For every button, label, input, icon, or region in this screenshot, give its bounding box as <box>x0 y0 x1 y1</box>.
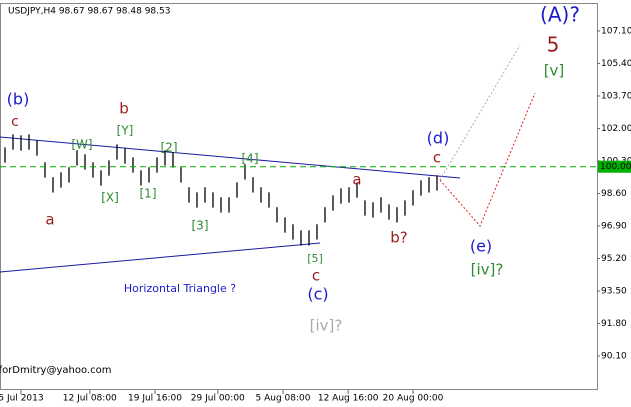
y-tick-label: 98.60 <box>601 189 627 199</box>
wave-label: (A)? <box>540 3 580 27</box>
wave-label: b? <box>390 229 407 247</box>
wave-label: [W] <box>71 138 92 152</box>
wave-label: [X] <box>101 191 119 205</box>
wave-label: (c) <box>307 285 328 304</box>
plot-frame <box>0 3 598 390</box>
wave-label: 5 <box>547 33 560 57</box>
y-tick-label: 102.00 <box>601 124 631 134</box>
y-tick-label: 93.50 <box>601 286 627 296</box>
y-tick-label: 103.70 <box>601 91 631 101</box>
wave-label: [v] <box>544 62 565 80</box>
wave-label: a <box>45 211 54 229</box>
price-label: 100.00 <box>600 162 631 172</box>
y-tick-label: 96.90 <box>601 221 627 231</box>
wave-label: forDmitry@yahoo.com <box>0 365 111 376</box>
wave-label: [iv]? <box>310 317 343 335</box>
wave-label: (d) <box>427 129 450 148</box>
upper-trendline <box>0 136 461 179</box>
x-tick-label: 20 Aug 00:00 <box>383 394 444 404</box>
y-tick-label: 107.10 <box>601 26 631 36</box>
wave-label: [1] <box>140 187 157 201</box>
y-tick-label: 105.40 <box>601 59 631 69</box>
wave-label: [3] <box>192 219 209 233</box>
x-tick-label: 5 Aug 08:00 <box>256 394 311 404</box>
wave-label: c <box>433 149 441 167</box>
x-tick-label: 12 Jul 08:00 <box>63 394 117 404</box>
wave-label: [iv]? <box>471 261 504 279</box>
x-tick-label: 29 Jul 00:00 <box>191 394 245 404</box>
wave-label: [5] <box>307 252 323 265</box>
wave-label: [2] <box>161 141 178 155</box>
y-tick-label: 91.80 <box>601 319 627 329</box>
wave-label: b <box>119 100 129 118</box>
wave-label: (b) <box>7 90 30 109</box>
price-label-box <box>598 160 631 173</box>
wave-label: Horizontal Triangle ? <box>124 282 236 295</box>
wave-label: [4] <box>242 152 259 166</box>
x-tick-label: 12 Aug 16:00 <box>318 394 379 404</box>
x-tick-label: 5 Jul 2013 <box>0 394 44 404</box>
wave-label: c <box>11 114 19 130</box>
y-tick-label: 90.10 <box>601 351 627 361</box>
wave-label: (e) <box>470 237 492 256</box>
x-tick-label: 19 Jul 16:00 <box>128 394 182 404</box>
wave-label: [Y] <box>117 124 134 138</box>
chart-title: USDJPY,H4 98.67 98.67 98.48 98.53 <box>8 7 170 17</box>
y-tick-label: 95.20 <box>601 254 627 264</box>
wave-label: c <box>312 267 320 285</box>
wave-label: a <box>352 171 361 189</box>
projection-line <box>439 92 536 227</box>
lower-trendline <box>0 242 321 273</box>
